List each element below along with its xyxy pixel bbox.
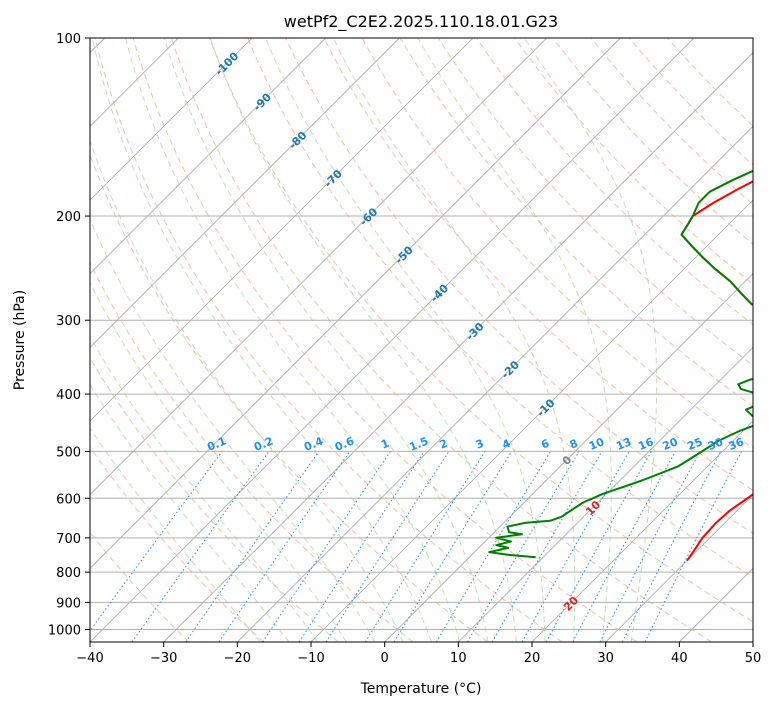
dry-adiabat — [209, 38, 753, 623]
moist-adiabat — [209, 38, 517, 642]
moist-adiabat — [125, 38, 461, 642]
y-tick-label: 700 — [56, 532, 81, 547]
moist-adiabat — [265, 38, 546, 642]
y-tick-label: 100 — [56, 32, 81, 47]
mixing-ratio-label: 3 — [474, 437, 486, 452]
dry-adiabat — [399, 38, 753, 408]
y-tick-label: 1000 — [48, 623, 81, 638]
isotherm-line — [90, 38, 326, 275]
isotherm-line — [90, 38, 400, 348]
moist-adiabat — [523, 38, 658, 642]
y-tick-label: 200 — [56, 210, 81, 225]
mixing-ratio-label: 1 — [379, 437, 391, 452]
mixing-ratio-line — [131, 451, 270, 642]
isotherm-line — [605, 494, 753, 642]
dry-adiabat — [514, 38, 753, 285]
mixing-ratio-line — [521, 451, 630, 642]
dry-adiabat — [247, 38, 753, 578]
dry-adiabat — [361, 38, 753, 449]
mixing-ratio-line — [435, 451, 552, 642]
isotherm-line — [90, 38, 547, 496]
y-tick-label: 900 — [56, 596, 81, 611]
mixing-ratio-label: 36 — [727, 435, 746, 453]
dry-adiabat — [170, 38, 712, 642]
mixing-ratio-label: 25 — [685, 435, 704, 453]
plot-area — [90, 38, 753, 642]
dry-adiabat — [132, 38, 638, 642]
y-tick-label: 500 — [56, 445, 81, 460]
x-tick-label: −20 — [224, 651, 251, 666]
dry-adiabat — [590, 38, 753, 206]
y-tick-label: 300 — [56, 314, 81, 329]
isotherm-line — [531, 420, 753, 642]
isotherm-line — [458, 346, 753, 642]
mixing-ratio-label: 2 — [438, 437, 450, 452]
mixing-ratio-line — [393, 451, 513, 642]
plot-frame — [89, 37, 754, 643]
x-tick-label: 10 — [450, 651, 467, 666]
x-tick-label: 20 — [524, 651, 541, 666]
isotherm-line — [90, 38, 695, 642]
dry-adiabat — [476, 38, 753, 326]
x-tick-label: −30 — [150, 651, 177, 666]
mixing-ratio-line — [491, 451, 603, 642]
isotherm-line — [384, 273, 753, 642]
dry-adiabat — [90, 446, 264, 642]
isotherm-line — [90, 38, 253, 201]
isotherm-line — [237, 125, 753, 642]
moist-adiabat — [417, 38, 612, 642]
moist-adiabat — [90, 218, 376, 642]
moist-adiabat — [90, 139, 404, 642]
dry-adiabat — [94, 38, 563, 642]
mixing-ratio-line — [90, 451, 223, 632]
moist-adiabat — [90, 427, 261, 642]
mixing-ratio-line — [467, 451, 580, 642]
x-axis-label: Temperature (°C) — [360, 681, 482, 697]
y-axis-label: Pressure (hPa) — [12, 290, 28, 390]
x-tick-label: 0 — [381, 651, 389, 666]
dry-adiabat — [323, 38, 753, 492]
chart-title: wetPf2_C2E2.2025.110.18.01.G23 — [284, 12, 558, 32]
y-tick-label: 800 — [56, 566, 81, 581]
moist-adiabat — [91, 38, 432, 642]
mixing-ratio-label: 30 — [706, 435, 725, 453]
mixing-ratio-label: 8 — [568, 437, 580, 452]
dry-adiabat — [90, 261, 414, 642]
mixing-ratio-label: 16 — [636, 435, 655, 453]
y-tick-label: 400 — [56, 388, 81, 403]
isotherm-line — [163, 52, 753, 642]
x-tick-label: 30 — [597, 651, 614, 666]
mixing-ratio-line — [218, 451, 351, 642]
x-tick-label: −40 — [76, 651, 103, 666]
mixing-ratio-label: 13 — [614, 435, 633, 453]
moist-adiabat — [163, 38, 489, 642]
axes: −40 −30 −20 −10 0 10 20 30 40 50 100 200 300 400 500 60… — [48, 32, 761, 666]
moist-adiabat — [332, 38, 576, 642]
mixing-ratio-line — [364, 451, 486, 642]
isotherm-line — [90, 38, 474, 422]
moist-adiabat — [90, 335, 319, 642]
mixing-ratio-line — [572, 451, 676, 642]
mixing-ratio-line — [325, 451, 450, 642]
mixing-ratio-label: 10 — [587, 435, 606, 453]
moist-adiabat — [90, 383, 290, 642]
y-tick-label: 600 — [56, 492, 81, 507]
x-tick-label: 40 — [671, 651, 688, 666]
dry-adiabat — [628, 38, 753, 166]
isotherm-line — [90, 38, 621, 569]
x-tick-label: −10 — [297, 651, 324, 666]
dewpoint-profile — [488, 169, 753, 559]
mixing-ratio-label: 20 — [661, 435, 680, 453]
x-tick-label: 50 — [745, 651, 762, 666]
moist-adiabat — [90, 281, 347, 642]
